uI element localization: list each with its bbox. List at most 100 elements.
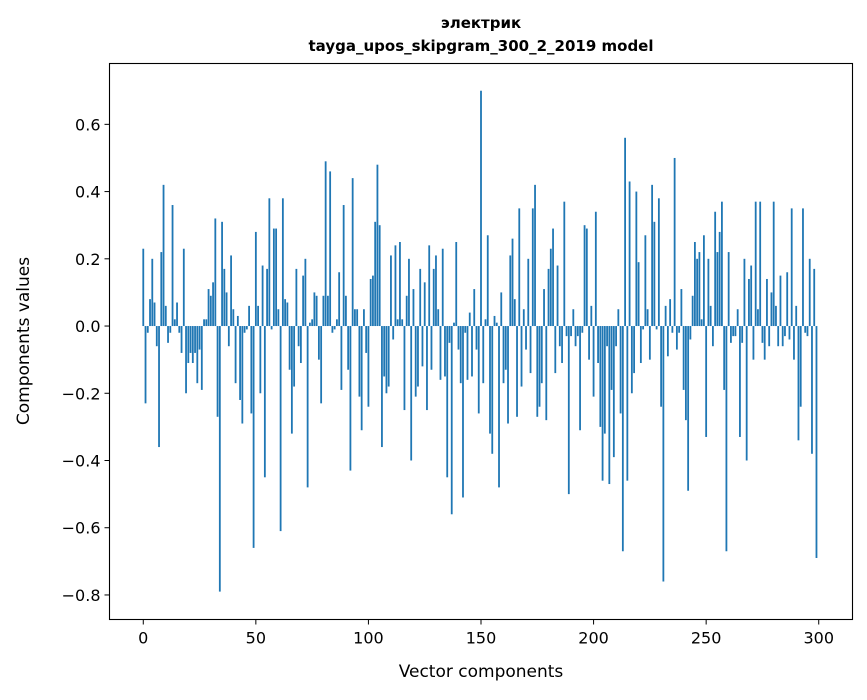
bar (630, 326, 633, 394)
bar (689, 326, 692, 340)
x-tick-label: 150 (466, 629, 497, 648)
bar (570, 326, 572, 337)
bar (198, 326, 201, 350)
bar (236, 315, 239, 327)
bar (565, 326, 568, 337)
bar (187, 326, 190, 364)
bar (304, 258, 307, 327)
bar (626, 326, 629, 481)
bar (802, 208, 804, 327)
bar (583, 225, 586, 327)
bar (428, 245, 431, 327)
bar (748, 278, 750, 327)
bar (405, 295, 408, 327)
bar (381, 326, 383, 448)
bar (200, 326, 203, 390)
bar (324, 161, 327, 327)
bar (718, 231, 721, 327)
bar (223, 268, 226, 327)
bar (417, 326, 419, 387)
bar (322, 295, 325, 327)
bar (534, 184, 536, 327)
bar (367, 326, 370, 407)
y-axis-label: Components values (14, 257, 34, 425)
bar (369, 278, 372, 327)
bar (666, 326, 669, 357)
bar (815, 326, 818, 558)
bar (775, 305, 777, 327)
bar (594, 211, 597, 327)
bar (484, 319, 487, 327)
bar (455, 241, 458, 327)
bar (563, 201, 566, 327)
bar (495, 322, 498, 327)
bar (768, 326, 771, 347)
bar (811, 326, 813, 454)
bar (732, 326, 735, 337)
bar (162, 184, 165, 327)
bar (507, 326, 509, 424)
bar (363, 309, 365, 327)
bar (725, 326, 728, 552)
bar (315, 295, 318, 327)
bar (473, 289, 476, 327)
bar (493, 315, 496, 327)
bar (331, 326, 334, 333)
bar (770, 292, 773, 327)
bar (513, 299, 516, 327)
bar (651, 184, 654, 327)
bar (423, 282, 426, 327)
bar (435, 255, 437, 327)
bar (403, 326, 406, 411)
bar (401, 319, 404, 327)
bar (736, 309, 739, 327)
bar (712, 326, 714, 347)
bar (721, 201, 723, 327)
bar (146, 326, 149, 333)
bar (727, 252, 730, 327)
bar (797, 326, 800, 441)
bar (252, 326, 255, 548)
bar (730, 326, 732, 343)
y-axis: 0.6 0.4 0.2 0.0 −0.2 −0.4 −0.6 −0.8 (62, 115, 110, 605)
bar (642, 326, 645, 330)
bar (414, 326, 417, 397)
bar (277, 309, 280, 327)
bar (241, 326, 244, 424)
bar (545, 326, 548, 421)
bar (741, 326, 744, 343)
bar (475, 326, 478, 350)
bar (254, 231, 257, 327)
bar (320, 326, 323, 404)
bar (439, 326, 442, 380)
bar (268, 198, 271, 327)
bar (446, 326, 449, 478)
bar (205, 319, 208, 327)
bar (669, 299, 672, 327)
x-tick-label: 250 (691, 629, 722, 648)
bar (227, 326, 230, 347)
bar (313, 292, 316, 327)
bar (358, 326, 361, 397)
bar (639, 326, 642, 364)
bar (430, 326, 433, 370)
bar (549, 248, 552, 327)
bar (466, 326, 469, 380)
bar (743, 258, 746, 327)
bar (790, 208, 793, 327)
bar (432, 268, 435, 327)
bar (169, 326, 172, 333)
bar (218, 326, 221, 592)
y-tick-label: −0.2 (62, 384, 101, 403)
bar (646, 309, 649, 327)
bar (693, 241, 696, 327)
bar (421, 326, 424, 367)
y-tick-label: −0.8 (62, 586, 101, 605)
y-tick-label: 0.4 (75, 183, 100, 202)
bar (489, 326, 491, 434)
bar (766, 278, 768, 327)
bar (520, 326, 523, 387)
bar (189, 326, 192, 353)
bar (603, 326, 606, 434)
